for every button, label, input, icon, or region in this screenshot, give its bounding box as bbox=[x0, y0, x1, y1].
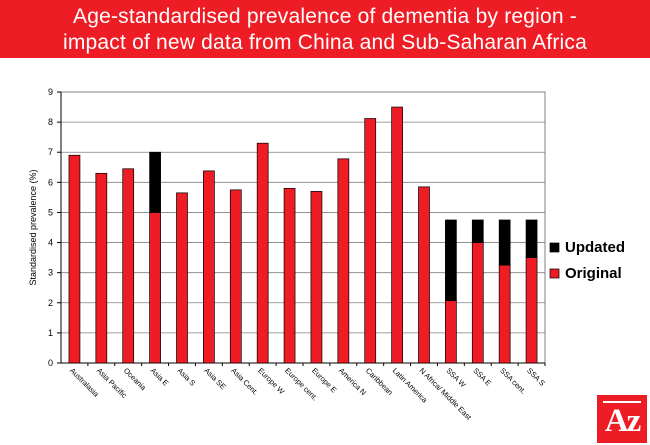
bar-original bbox=[471, 242, 484, 364]
bar-updated bbox=[149, 151, 161, 213]
bar-original bbox=[445, 300, 457, 364]
bar-original bbox=[122, 168, 135, 364]
bar-original bbox=[310, 191, 323, 364]
y-tick-label: 3 bbox=[48, 268, 53, 278]
bar-updated bbox=[498, 219, 511, 266]
y-tick-label: 6 bbox=[48, 177, 53, 187]
y-tick-label: 5 bbox=[48, 207, 53, 217]
logo-rule bbox=[603, 401, 641, 403]
legend-label: Updated bbox=[565, 239, 625, 256]
y-tick-label: 7 bbox=[48, 147, 53, 157]
x-tick-label: Asia Cent. bbox=[229, 366, 260, 397]
plot-area bbox=[60, 91, 546, 364]
x-tick-label: SSA cent. bbox=[498, 366, 528, 396]
x-tick-label: Caribbean bbox=[364, 366, 395, 397]
bar-original bbox=[229, 189, 242, 364]
x-tick-label: SSA W bbox=[444, 366, 468, 390]
legend-label: Original bbox=[565, 265, 622, 282]
y-tick-label: 0 bbox=[48, 358, 53, 368]
x-tick-label: SSA S bbox=[525, 366, 547, 388]
az-logo: Az bbox=[597, 395, 647, 443]
y-tick-label: 2 bbox=[48, 298, 53, 308]
legend-swatch bbox=[549, 242, 560, 253]
bar-original bbox=[95, 172, 108, 364]
y-axis-label: Standardised prevalence (%) bbox=[28, 169, 38, 285]
x-tick-label: Oceania bbox=[122, 366, 149, 393]
y-tick-label: 4 bbox=[48, 238, 53, 248]
x-tick-label: Asia SE bbox=[202, 366, 227, 391]
bar-original bbox=[176, 192, 188, 364]
x-tick-label: Europe W bbox=[256, 366, 287, 397]
x-tick-label: Asia E bbox=[149, 366, 171, 388]
bar-original bbox=[337, 158, 350, 364]
title-banner: Age-standardised prevalence of dementia … bbox=[0, 0, 650, 58]
bar-original bbox=[283, 188, 296, 364]
x-tick-label: America N bbox=[337, 366, 368, 397]
bar-original bbox=[418, 186, 430, 364]
x-tick-label: Asia S bbox=[176, 366, 198, 388]
y-tick-label: 8 bbox=[48, 117, 53, 127]
y-tick-label: 9 bbox=[48, 87, 53, 97]
chart-title-line-2: impact of new data from China and Sub-Sa… bbox=[62, 31, 588, 54]
bar-original bbox=[525, 257, 538, 364]
bar-original bbox=[149, 212, 161, 364]
bar-updated bbox=[525, 219, 538, 258]
legend-swatch bbox=[549, 268, 560, 279]
bar-updated bbox=[471, 219, 484, 243]
chart-title-line-1: Age-standardised prevalence of dementia … bbox=[73, 5, 577, 28]
bar-original bbox=[203, 170, 215, 364]
bar-updated bbox=[445, 219, 457, 302]
bar-original bbox=[256, 142, 269, 364]
y-tick-label: 1 bbox=[48, 328, 53, 338]
x-tick-label: SSA E bbox=[471, 366, 493, 388]
bar-original bbox=[498, 264, 511, 364]
bar-original bbox=[68, 154, 81, 364]
bar-original bbox=[391, 106, 403, 364]
bar-original bbox=[364, 118, 377, 364]
logo-text: Az bbox=[604, 403, 641, 439]
